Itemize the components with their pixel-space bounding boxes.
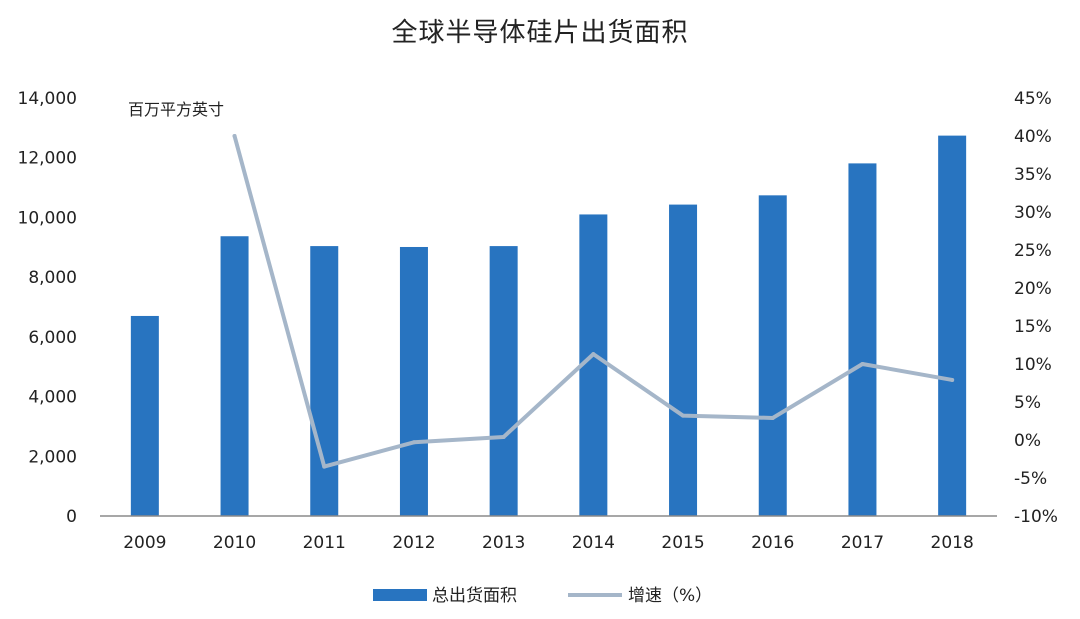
x-tick-label: 2010 (213, 533, 256, 553)
growth-point-2012 (411, 440, 416, 445)
left-tick-label: 6,000 (28, 328, 77, 348)
right-tick-label: -10% (1014, 507, 1058, 527)
bar-2010 (220, 236, 249, 516)
growth-point-2014 (591, 352, 596, 357)
x-tick-label: 2009 (123, 533, 166, 553)
bar-2012 (399, 246, 428, 517)
unit-label: 百万平方英寸 (128, 100, 224, 119)
growth-line-layer (232, 134, 955, 469)
left-tick-label: 4,000 (28, 388, 77, 408)
bar-2015 (669, 204, 698, 516)
growth-point-2018 (950, 377, 955, 382)
right-tick-label: 45% (1014, 89, 1052, 109)
x-axis-ticks: 2009 2010 2011 2012 2013 2014 2015 2016 2017 2018 (123, 533, 974, 553)
x-tick-label: 2012 (392, 533, 435, 553)
left-tick-label: 14,000 (18, 89, 77, 109)
left-axis-ticks: 0 2,000 4,000 6,000 8,000 10,000 12,000 14,000 (18, 89, 77, 527)
growth-point-2011 (322, 464, 327, 469)
left-tick-label: 0 (66, 507, 77, 527)
growth-point-2016 (770, 415, 775, 420)
bar-2017 (848, 163, 877, 516)
right-tick-label: 15% (1014, 317, 1052, 337)
bar-2016 (758, 195, 787, 516)
x-tick-label: 2016 (751, 533, 794, 553)
left-tick-label: 12,000 (18, 149, 77, 169)
x-tick-label: 2011 (303, 533, 346, 553)
right-tick-label: 30% (1014, 203, 1052, 223)
growth-point-2015 (681, 413, 686, 418)
x-tick-label: 2015 (661, 533, 704, 553)
left-tick-label: 8,000 (28, 268, 77, 288)
x-tick-label: 2018 (931, 533, 974, 553)
bar-2013 (489, 246, 518, 516)
left-tick-label: 10,000 (18, 208, 77, 228)
bar-2011 (310, 246, 339, 516)
bar-2009 (130, 315, 159, 516)
bar-2018 (938, 135, 967, 516)
right-tick-label: -5% (1014, 469, 1047, 489)
legend-bar-label: 总出货面积 (432, 586, 517, 606)
right-tick-label: 40% (1014, 127, 1052, 147)
x-tick-label: 2014 (572, 533, 615, 553)
growth-point-2010 (232, 134, 237, 138)
x-tick-label: 2013 (482, 533, 525, 553)
right-tick-label: 25% (1014, 241, 1052, 261)
right-tick-label: 10% (1014, 355, 1052, 375)
bars-layer (130, 135, 967, 517)
legend-line-label: 增速（%） (628, 586, 712, 606)
legend-bar-swatch (373, 589, 427, 601)
right-tick-label: 20% (1014, 279, 1052, 299)
right-axis-ticks: -10% -5% 0% 5% 10% 15% 20% 25% 30% 35% 40% 45% (1014, 89, 1058, 527)
growth-point-2017 (860, 362, 865, 366)
left-tick-label: 2,000 (28, 447, 77, 467)
x-tick-label: 2017 (841, 533, 884, 553)
chart-title: 全球半导体硅片出货面积 (391, 18, 689, 48)
right-tick-label: 35% (1014, 165, 1052, 185)
legend: 总出货面积 增速（%） (373, 586, 712, 606)
growth-point-2013 (501, 434, 506, 439)
right-tick-label: 5% (1014, 393, 1041, 413)
right-tick-label: 0% (1014, 431, 1041, 451)
